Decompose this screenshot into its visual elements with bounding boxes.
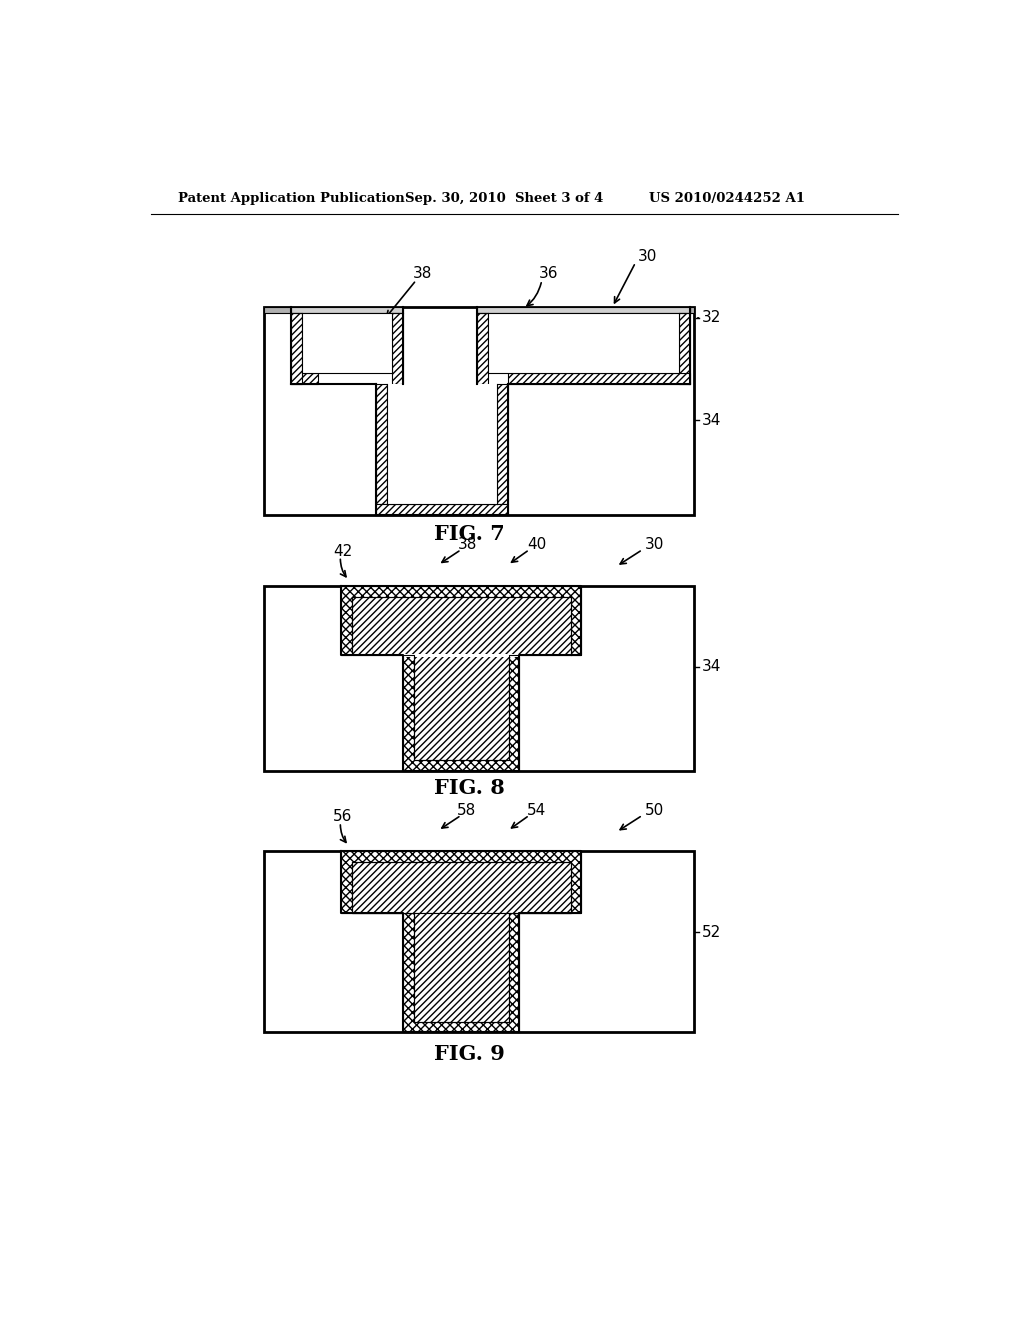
Text: FIG. 8: FIG. 8 [433,779,505,799]
Text: 34: 34 [701,659,721,675]
Text: 58: 58 [458,803,476,818]
Bar [291,374,317,384]
Bar [497,384,508,504]
Bar [487,313,679,374]
Bar [341,851,582,913]
Bar [403,913,519,1032]
Bar [341,586,582,655]
Bar [263,308,291,313]
Bar [376,504,508,515]
Bar [477,313,487,384]
Bar [508,374,690,384]
Text: 36: 36 [539,267,558,281]
Bar [302,313,392,374]
Text: 38: 38 [414,267,432,281]
Text: FIG. 9: FIG. 9 [433,1044,505,1064]
Text: 34: 34 [701,413,721,428]
Bar [403,655,519,771]
Bar [263,586,693,771]
Text: Sep. 30, 2010  Sheet 3 of 4: Sep. 30, 2010 Sheet 3 of 4 [404,191,603,205]
Bar [414,913,509,1022]
Bar [376,384,387,504]
Text: US 2010/0244252 A1: US 2010/0244252 A1 [649,191,805,205]
Text: Patent Application Publication: Patent Application Publication [178,191,406,205]
Text: 52: 52 [701,925,721,940]
Bar [679,313,690,384]
Text: 30: 30 [638,248,657,264]
Text: 38: 38 [458,537,477,553]
Text: 54: 54 [527,803,547,818]
Bar [392,313,403,384]
Bar [387,384,497,504]
Text: 56: 56 [334,809,352,824]
Bar [414,655,509,760]
Bar [263,308,693,515]
Bar [291,308,403,313]
Bar [690,308,693,313]
Text: 50: 50 [645,803,665,818]
Text: 30: 30 [645,537,665,553]
Bar [291,313,302,384]
Text: 42: 42 [334,544,352,558]
Bar [477,308,690,313]
Bar [352,653,570,656]
Bar [352,862,570,913]
Bar [352,597,570,655]
Bar [263,851,693,1032]
Text: 32: 32 [701,310,721,325]
Text: 40: 40 [527,537,547,553]
Text: FIG. 7: FIG. 7 [433,524,505,544]
